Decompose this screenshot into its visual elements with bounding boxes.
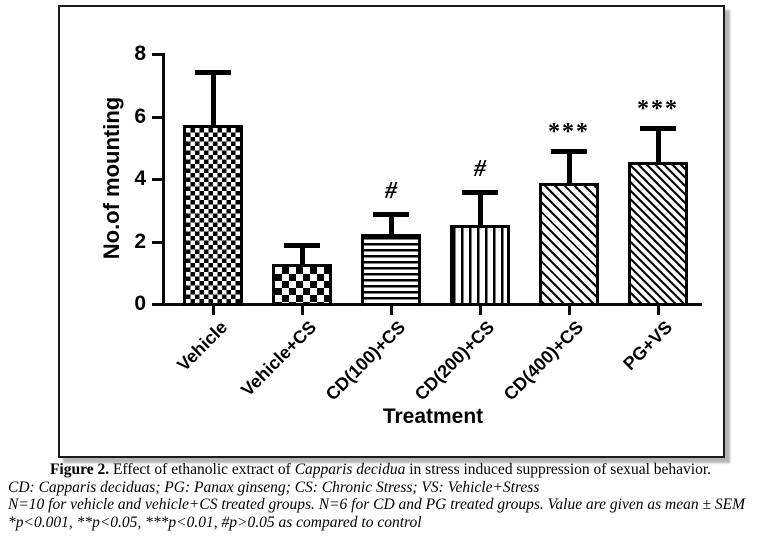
error-bar-stem <box>566 151 572 183</box>
x-tick <box>300 306 304 315</box>
y-tick <box>152 303 162 306</box>
bar-CD(400)+CS <box>539 182 599 306</box>
figure-number-label: Figure 2. <box>49 461 110 478</box>
error-bar-stem <box>388 213 394 235</box>
significance-hash: # <box>385 177 397 204</box>
error-bar-cap <box>462 190 498 196</box>
significance-stars: *** <box>637 96 679 122</box>
species-name: Capparis decidua <box>294 461 406 478</box>
caption-line-2: CD: Capparis deciduas; PG: Panax ginseng… <box>8 478 540 496</box>
y-tick <box>152 115 162 119</box>
x-axis-title: Treatment <box>382 405 484 428</box>
y-tick <box>152 53 162 56</box>
caption-line-3: N=10 for vehicle and vehicle+CS treated … <box>8 496 745 513</box>
error-bar-stem <box>477 192 483 225</box>
bar-Vehicle+CS <box>272 263 332 306</box>
x-axis-line <box>162 303 702 306</box>
y-tick-label: 8 <box>134 42 146 65</box>
x-tick <box>567 306 571 315</box>
y-tick-label: 4 <box>134 167 146 190</box>
y-tick <box>152 178 162 181</box>
caption-line-1: Figure 2. Effect of ethanolic extract of… <box>0 461 761 479</box>
error-bar-cap <box>373 211 409 217</box>
bar-CD(200)+CS <box>450 224 510 306</box>
bar-chart: No.of mounting Treatment 0 2 4 6 8 Vehicle Veh… <box>60 7 723 456</box>
figure-caption: Figure 2. Effect of ethanolic extract of… <box>0 461 761 531</box>
significance-hash: # <box>474 156 486 183</box>
chart-panel: No.of mounting Treatment 0 2 4 6 8 Vehicle Veh… <box>58 5 725 458</box>
error-bar-cap <box>284 243 320 249</box>
y-axis-line <box>162 53 165 306</box>
caption-text-a: Effect of ethanolic extract of <box>109 461 295 478</box>
error-bar-stem <box>210 71 216 125</box>
error-bar-cap <box>551 149 587 155</box>
y-tick-label: 6 <box>134 104 146 128</box>
bar-PG+VS <box>628 162 688 306</box>
x-tick <box>389 306 393 315</box>
error-bar-stem <box>655 128 661 163</box>
error-bar-cap <box>195 69 231 75</box>
x-tick <box>656 306 660 315</box>
y-tick-label: 2 <box>134 229 146 253</box>
significance-stars: *** <box>548 119 590 146</box>
x-tick <box>211 306 215 315</box>
x-tick <box>478 306 482 315</box>
caption-line-4: *p<0.001, **p<0.05, ***p<0.01, #p>0.05 a… <box>8 513 422 531</box>
bar-Vehicle <box>183 124 243 306</box>
y-tick-label: 0 <box>134 292 146 315</box>
bar-CD(100)+CS <box>361 234 421 306</box>
error-bar-cap <box>640 126 676 131</box>
error-bar-stem <box>299 245 305 264</box>
y-tick <box>152 240 162 244</box>
caption-text-b: in stress induced suppression of sexual … <box>405 461 712 478</box>
